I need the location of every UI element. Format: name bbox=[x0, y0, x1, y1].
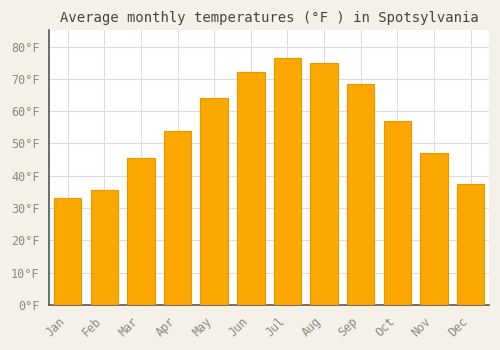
Bar bbox=[200, 98, 228, 305]
Bar bbox=[274, 58, 301, 305]
Bar bbox=[420, 153, 448, 305]
Bar bbox=[237, 72, 264, 305]
Bar bbox=[90, 190, 118, 305]
Bar bbox=[347, 84, 374, 305]
Bar bbox=[127, 158, 154, 305]
Bar bbox=[164, 131, 192, 305]
Bar bbox=[54, 198, 82, 305]
Title: Average monthly temperatures (°F ) in Spotsylvania: Average monthly temperatures (°F ) in Sp… bbox=[60, 11, 478, 25]
Bar bbox=[310, 63, 338, 305]
Bar bbox=[457, 184, 484, 305]
Bar bbox=[384, 121, 411, 305]
